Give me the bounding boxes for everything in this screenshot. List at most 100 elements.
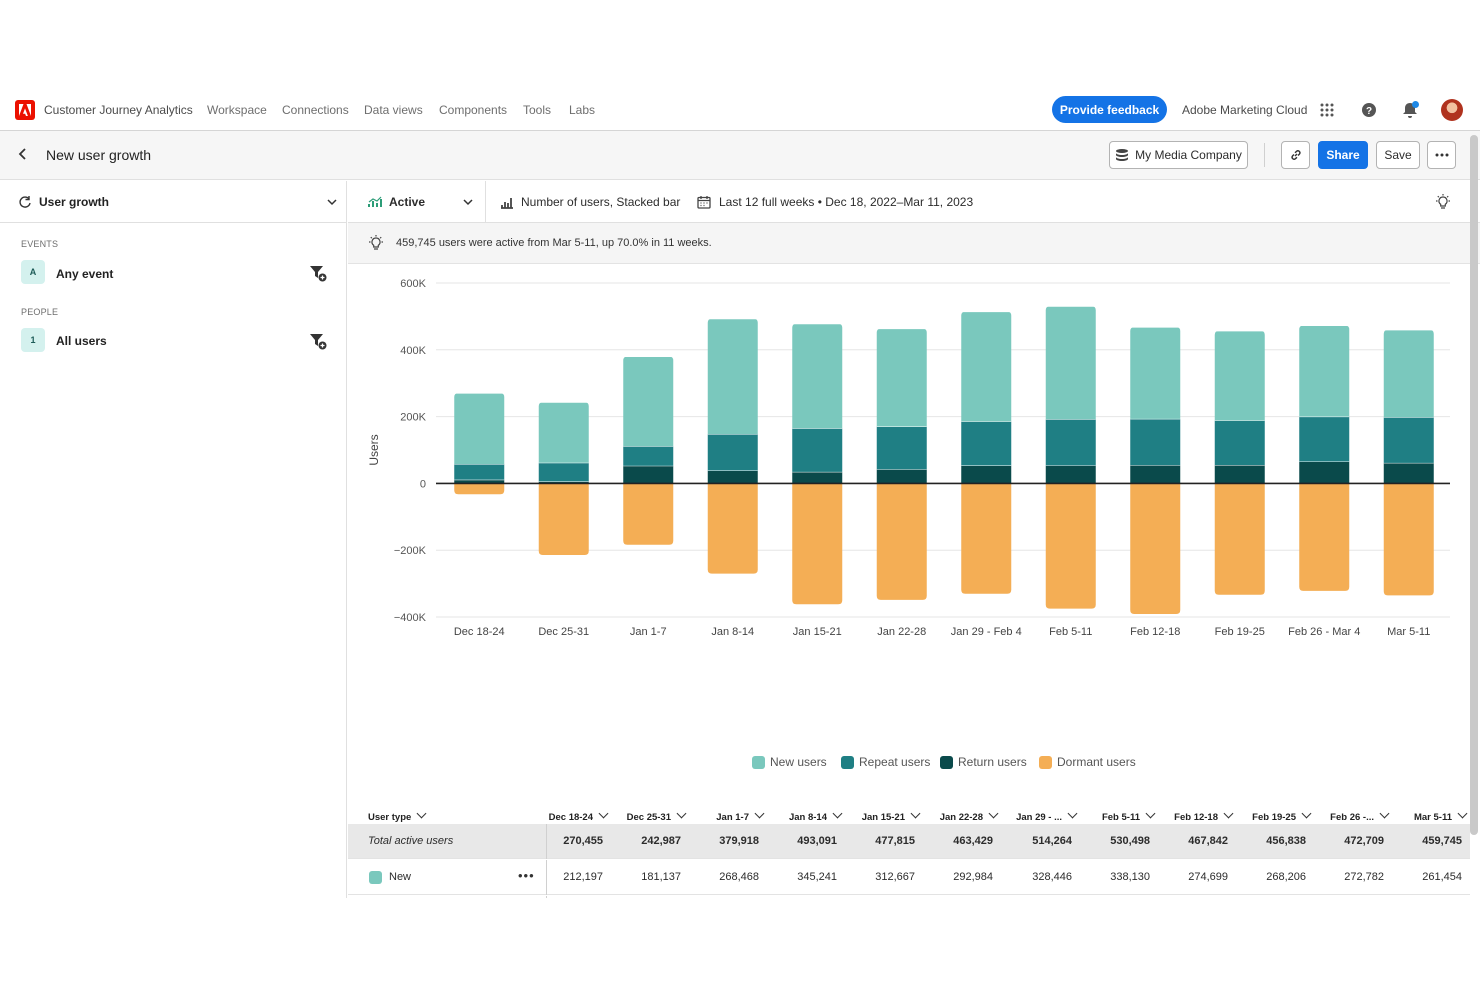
page-scrollbar[interactable] [1470, 135, 1478, 835]
copy-link-button[interactable] [1281, 141, 1310, 169]
chevron-down-icon [676, 808, 687, 819]
bar-dormant [623, 483, 674, 545]
total-cell: 530,498 [1110, 835, 1150, 847]
x-tick-label: Mar 5-11 [1387, 626, 1430, 638]
y-tick-label: 600K [400, 278, 426, 290]
bar-repeat [792, 428, 843, 472]
nav-components[interactable]: Components [439, 103, 508, 117]
column-header[interactable]: Mar 5-11 [1392, 808, 1470, 823]
org-switcher[interactable]: Adobe Marketing Cloud [1182, 103, 1308, 117]
back-arrow-icon[interactable] [18, 147, 28, 164]
bar-return [876, 469, 927, 484]
bar-new [538, 402, 589, 463]
legend-dormant[interactable]: Dormant users [1039, 754, 1136, 770]
x-tick-label: Dec 25-31 [538, 626, 589, 638]
help-icon[interactable]: ? [1360, 101, 1378, 119]
table-cell: 274,699 [1188, 871, 1228, 883]
column-header[interactable]: Jan 29 - ... [1002, 808, 1080, 823]
y-tick-label: −200K [394, 545, 427, 557]
bar-return [1130, 465, 1181, 484]
insights-lightbulb-icon[interactable] [1435, 194, 1451, 210]
data-source-label: My Media Company [1135, 148, 1242, 162]
bar-repeat [1130, 418, 1181, 466]
column-header[interactable]: Jan 15-21 [845, 808, 923, 823]
nav-labs[interactable]: Labs [569, 103, 596, 117]
column-header[interactable]: Feb 19-25 [1236, 808, 1314, 823]
column-header[interactable]: Dec 25-31 [611, 808, 689, 823]
column-header-label: Feb 5-11 [1101, 812, 1140, 823]
header-label: User type [368, 812, 412, 823]
bar-new [876, 328, 927, 427]
app-grid-icon[interactable] [1318, 101, 1336, 119]
people-item[interactable]: All users [56, 334, 107, 348]
nav-tools[interactable]: Tools [523, 103, 552, 117]
share-button[interactable]: Share [1318, 141, 1368, 169]
main-panel: Active Number of users, Stacked bar Last… [348, 181, 1480, 898]
legend-new[interactable]: New users [752, 754, 827, 770]
column-header[interactable]: Jan 22-28 [923, 808, 1001, 823]
bar-repeat [1383, 417, 1434, 463]
total-cell: 472,709 [1344, 835, 1384, 847]
chevron-down-icon [1223, 808, 1234, 819]
legend-return[interactable]: Return users [940, 754, 1027, 770]
events-section-label: EVENTS [21, 239, 59, 249]
legend-repeat[interactable]: Repeat users [841, 754, 930, 770]
svg-text:?: ? [1366, 106, 1372, 117]
bar-new [623, 356, 674, 447]
adobe-logo-icon[interactable] [15, 100, 35, 120]
people-chip: 1 [21, 328, 45, 352]
total-cell: 477,815 [875, 835, 915, 847]
user-avatar[interactable] [1441, 99, 1463, 121]
event-item[interactable]: Any event [56, 267, 114, 281]
table-cell: 261,454 [1422, 871, 1462, 883]
total-cell: 467,842 [1188, 835, 1228, 847]
provide-feedback-button[interactable]: Provide feedback [1052, 96, 1167, 123]
viz-type-selector[interactable]: Number of users, Stacked bar [500, 181, 680, 223]
column-header[interactable]: Dec 18-24 [533, 808, 611, 823]
bar-repeat [876, 426, 927, 470]
x-tick-label: Feb 26 - Mar 4 [1288, 626, 1360, 638]
more-options-button[interactable] [1427, 141, 1456, 169]
nav-connections[interactable]: Connections [282, 103, 349, 117]
x-tick-label: Jan 29 - Feb 4 [951, 626, 1022, 638]
column-header[interactable]: Jan 8-14 [767, 808, 845, 823]
date-range-selector[interactable]: Last 12 full weeks • Dec 18, 2022–Mar 11… [697, 181, 973, 223]
column-header[interactable]: Feb 5-11 [1080, 808, 1158, 823]
y-tick-label: −400K [394, 612, 427, 624]
column-header[interactable]: Jan 1-7 [689, 808, 767, 823]
column-header[interactable]: Feb 26 -... [1314, 808, 1392, 823]
nav-workspace[interactable]: Workspace [207, 103, 267, 117]
insight-text: 459,745 users were active from Mar 5-11,… [396, 237, 712, 249]
table-cell: 272,782 [1344, 871, 1384, 883]
data-source-button[interactable]: My Media Company [1109, 141, 1248, 169]
column-header[interactable]: Feb 12-18 [1158, 808, 1236, 823]
bar-dormant [876, 483, 927, 600]
save-button[interactable]: Save [1376, 141, 1420, 169]
link-icon [1290, 150, 1301, 160]
app-name[interactable]: Customer Journey Analytics [44, 103, 193, 117]
header-user-type[interactable]: User type [368, 808, 427, 823]
column-header-label: Mar 5-11 [1413, 812, 1452, 823]
bar-dormant [1214, 483, 1265, 595]
metric-selector[interactable]: Active [368, 181, 473, 223]
toolbar-divider [1264, 143, 1265, 167]
total-cell: 493,091 [797, 835, 837, 847]
bar-dormant [1383, 483, 1434, 596]
add-filter-icon[interactable] [309, 332, 327, 350]
y-tick-label: 0 [420, 478, 426, 490]
x-tick-label: Jan 22-28 [877, 626, 926, 638]
nav-data-views[interactable]: Data views [364, 103, 423, 117]
toolbar-divider [485, 181, 486, 223]
event-chip: A [21, 260, 45, 284]
bar-repeat [707, 434, 758, 471]
template-selector[interactable]: User growth [0, 181, 347, 223]
bar-new [1045, 306, 1096, 420]
notification-bell-icon[interactable] [1401, 101, 1419, 119]
page-title: New user growth [46, 147, 152, 163]
row-more-icon[interactable]: ••• [518, 868, 535, 883]
bar-new [1299, 325, 1350, 417]
bar-dormant [792, 483, 843, 605]
add-filter-icon[interactable] [309, 264, 327, 282]
legend-label-dormant: Dormant users [1057, 755, 1136, 769]
ellipsis-icon [1435, 153, 1448, 157]
